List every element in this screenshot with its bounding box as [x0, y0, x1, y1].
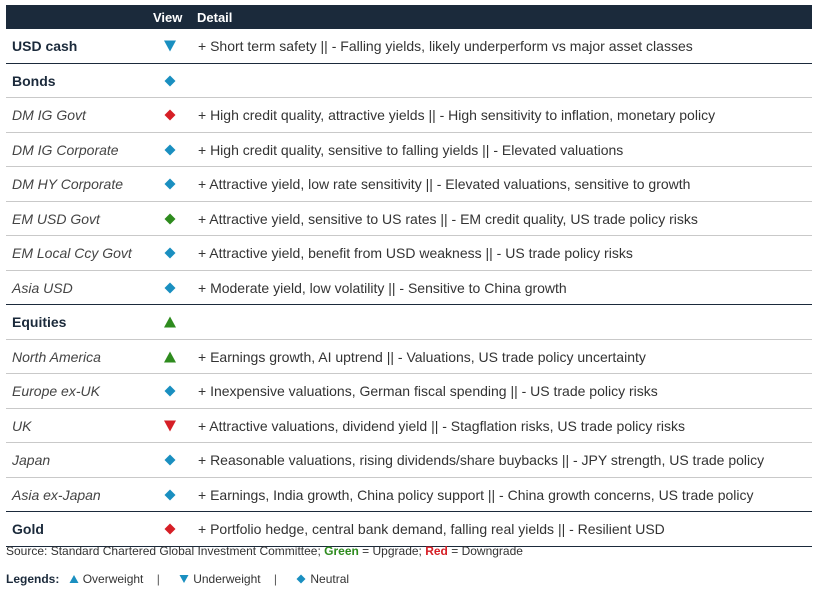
table-row: DM IG Corporate + High credit quality, se… — [6, 133, 812, 167]
header-detail: Detail — [197, 10, 233, 25]
row-detail: + Moderate yield, low volatility || - Se… — [198, 279, 567, 296]
neutral-icon — [163, 453, 177, 467]
row-detail: + Inexpensive valuations, German fiscal … — [198, 383, 658, 399]
neutral-icon — [163, 246, 177, 260]
row-detail: + Earnings, India growth, China policy s… — [198, 486, 754, 503]
row-detail: + Attractive valuations, dividend yield … — [198, 417, 685, 434]
legend-overweight: Overweight — [82, 572, 144, 586]
row-label: UK — [12, 417, 32, 434]
asset-allocation-table: View Detail USD cash + Short term safety … — [6, 5, 812, 547]
legend-separator: | — [156, 572, 160, 586]
row-label: North America — [12, 348, 101, 365]
neutral-icon — [163, 281, 177, 295]
neutral-icon — [163, 488, 177, 502]
row-detail: + Attractive yield, benefit from USD wea… — [198, 245, 633, 261]
table-row: USD cash + Short term safety || - Falling… — [6, 29, 812, 64]
row-label: Europe ex-UK — [12, 383, 100, 399]
row-detail: + High credit quality, sensitive to fall… — [198, 141, 624, 158]
row-detail: + Short term safety || - Falling yields,… — [198, 38, 693, 54]
overweight-icon — [163, 315, 177, 329]
neutral-icon — [163, 108, 177, 122]
legend-underweight: Underweight — [193, 572, 261, 586]
table-row: Gold + Portfolio hedge, central bank dema… — [6, 512, 812, 547]
table-row: Bonds — [6, 64, 812, 98]
row-label: Asia USD — [12, 279, 73, 296]
row-detail: + High credit quality, attractive yields… — [198, 107, 716, 123]
table-row: UK + Attractive valuations, dividend yiel… — [6, 409, 812, 443]
row-detail: + Attractive yield, low rate sensitivity… — [198, 176, 691, 192]
source-suffix: = Downgrade — [447, 544, 523, 558]
table-row: Europe ex-UK + Inexpensive valuations, Ge… — [6, 374, 812, 409]
legend-neutral: Neutral — [310, 572, 350, 586]
source-note: Source: Standard Chartered Global Invest… — [6, 544, 812, 558]
row-label: EM USD Govt — [12, 210, 100, 227]
table-row: DM HY Corporate + Attractive yield, low r… — [6, 167, 812, 202]
table-header: View Detail — [6, 5, 812, 29]
row-label: Equities — [12, 314, 67, 330]
legend-separator: | — [273, 572, 278, 586]
overweight-icon — [163, 350, 177, 364]
table-body: USD cash + Short term safety || - Falling… — [6, 29, 812, 547]
table-row: EM USD Govt + Attractive yield, sensitive… — [6, 202, 812, 236]
table-row: DM IG Govt + High credit quality, attract… — [6, 98, 812, 133]
neutral-icon — [163, 177, 177, 191]
neutral-icon — [163, 143, 177, 157]
row-label: DM IG Govt — [12, 107, 86, 123]
row-detail: + Reasonable valuations, rising dividend… — [198, 452, 765, 468]
source-red: Red — [425, 544, 448, 558]
neutral-icon — [163, 522, 177, 536]
row-label: Gold — [12, 521, 44, 537]
underweight-icon — [163, 39, 177, 53]
source-green: Green — [324, 544, 359, 558]
table-row: North America + Earnings growth, AI uptre… — [6, 340, 812, 374]
row-detail: + Portfolio hedge, central bank demand, … — [198, 521, 665, 537]
source-mid: = Upgrade; — [358, 544, 426, 558]
row-label: Asia ex-Japan — [12, 486, 101, 503]
neutral-icon — [296, 574, 306, 584]
row-label: Bonds — [12, 72, 56, 89]
source-prefix: Source: Standard Chartered Global Invest… — [6, 544, 325, 558]
underweight-icon — [179, 575, 189, 583]
table-row: Japan + Reasonable valuations, rising div… — [6, 443, 812, 478]
neutral-icon — [163, 384, 177, 398]
table-row: EM Local Ccy Govt + Attractive yield, ben… — [6, 236, 812, 271]
row-label: EM Local Ccy Govt — [12, 245, 132, 261]
row-label: USD cash — [12, 38, 78, 54]
row-label: DM IG Corporate — [12, 141, 119, 158]
neutral-icon — [163, 74, 177, 88]
overweight-icon — [69, 575, 79, 583]
legend: Legends: Overweight | Underweight | Neut… — [6, 572, 812, 586]
legend-title: Legends: — [6, 572, 60, 586]
table-row: Asia ex-Japan + Earnings, India growth, C… — [6, 478, 812, 512]
row-label: DM HY Corporate — [12, 176, 124, 192]
header-view: View — [153, 10, 183, 25]
neutral-icon — [163, 212, 177, 226]
table-row: Equities — [6, 305, 812, 340]
row-label: Japan — [12, 452, 51, 468]
row-detail: + Earnings growth, AI uptrend || - Valua… — [198, 348, 646, 365]
row-detail: + Attractive yield, sensitive to US rate… — [198, 210, 698, 227]
underweight-icon — [163, 419, 177, 433]
table-row: Asia USD + Moderate yield, low volatility… — [6, 271, 812, 305]
